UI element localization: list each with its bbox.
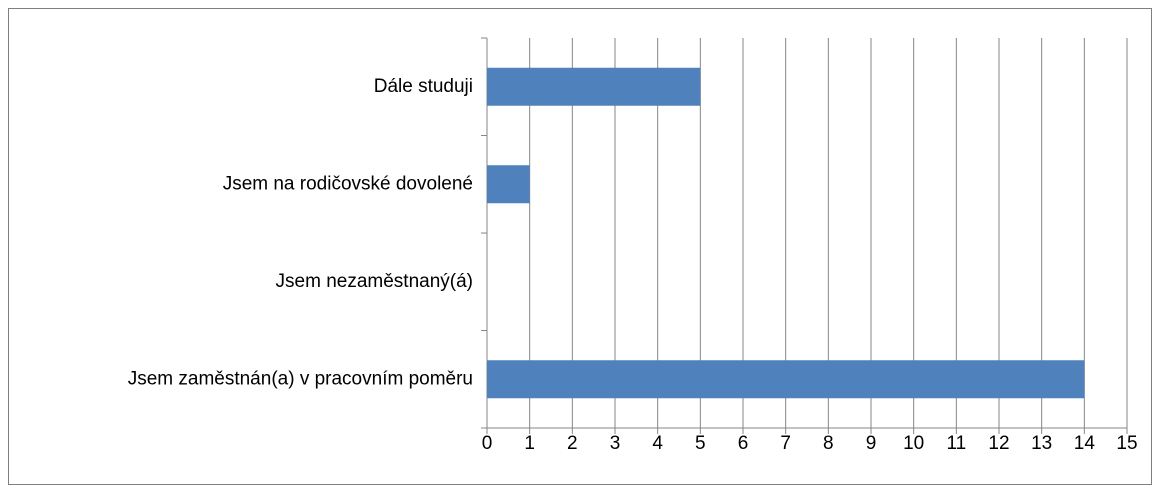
x-tick-label: 9	[866, 433, 877, 454]
x-tick-label: 7	[780, 433, 791, 454]
x-tick-label: 8	[823, 433, 834, 454]
x-tick-label: 0	[482, 433, 493, 454]
x-tick-label: 3	[610, 433, 621, 454]
y-tick-label: Jsem nezaměstnaný(á)	[276, 271, 473, 292]
x-tick-label: 1	[524, 433, 535, 454]
y-tick-label: Dále studuji	[374, 76, 473, 97]
x-tick-label: 10	[903, 433, 924, 454]
y-tick-label: Jsem zaměstnán(a) v pracovním poměru	[128, 368, 473, 389]
y-tick-label: Jsem na rodičovské dovolené	[223, 173, 473, 194]
x-tick-label: 14	[1074, 433, 1096, 454]
x-tick-label: 4	[652, 433, 663, 454]
bar	[487, 360, 1085, 399]
x-tick-label: 11	[946, 433, 966, 454]
x-tick-label: 12	[988, 433, 1009, 454]
x-tick-label: 15	[1116, 433, 1137, 454]
bar	[487, 165, 530, 204]
x-tick-label: 2	[567, 433, 578, 454]
x-tick-label: 6	[738, 433, 749, 454]
x-tick-label: 13	[1031, 433, 1052, 454]
x-tick-label: 5	[695, 433, 706, 454]
bar	[487, 67, 701, 106]
